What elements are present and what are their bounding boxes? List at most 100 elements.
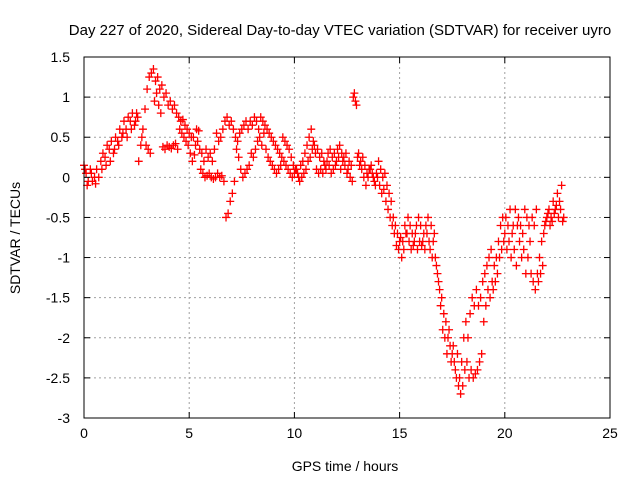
data-point-marker: [231, 133, 240, 142]
data-point-marker: [343, 169, 351, 178]
data-point-marker: [137, 133, 146, 142]
data-point-marker: [289, 161, 298, 170]
data-point-marker: [515, 237, 524, 246]
data-point-marker: [349, 93, 358, 102]
data-point-marker: [489, 285, 498, 294]
data-point-marker: [556, 205, 565, 214]
chart-title: Day 227 of 2020, Sidereal Day-to-day VTE…: [69, 22, 611, 39]
data-point-marker: [245, 161, 254, 170]
data-point-marker: [557, 181, 566, 190]
data-point-marker: [166, 97, 175, 106]
data-point-marker: [326, 145, 335, 154]
data-point-marker: [372, 169, 381, 178]
data-point-marker: [266, 157, 275, 166]
data-point-marker: [336, 165, 345, 174]
data-point-marker: [153, 73, 162, 82]
data-point-marker: [474, 301, 483, 310]
data-point-marker: [101, 153, 110, 162]
data-point-marker: [554, 213, 563, 222]
data-point-marker: [347, 161, 356, 170]
data-point-marker: [301, 165, 310, 174]
data-point-marker: [94, 173, 103, 182]
data-point-marker: [144, 145, 153, 154]
data-point-marker: [251, 145, 260, 154]
data-point-marker: [267, 133, 276, 142]
data-point-marker: [414, 213, 423, 222]
data-point-marker: [278, 133, 287, 142]
data-point-marker: [253, 137, 262, 146]
data-point-marker: [373, 173, 382, 182]
data-point-marker: [300, 149, 309, 158]
data-point-marker: [235, 129, 244, 138]
data-point-marker: [548, 217, 557, 226]
data-point-marker: [417, 241, 426, 250]
data-point-marker: [430, 229, 439, 238]
data-point-marker: [296, 161, 305, 170]
data-point-marker: [318, 169, 327, 178]
data-point-marker: [404, 213, 413, 222]
y-tick-label: -1.5: [46, 290, 70, 306]
x-tick-label: 10: [287, 425, 303, 441]
data-point-marker: [274, 165, 283, 174]
data-point-marker: [212, 129, 221, 138]
data-point-marker: [272, 169, 281, 178]
data-point-marker: [261, 145, 270, 154]
data-point-marker: [151, 77, 160, 86]
data-point-marker: [316, 165, 325, 174]
data-point-marker: [532, 205, 541, 214]
y-tick-label: -0.5: [46, 209, 70, 225]
data-point-marker: [97, 165, 106, 174]
data-point-marker: [173, 145, 182, 154]
data-point-marker: [478, 277, 487, 286]
x-axis-label: GPS time / hours: [292, 458, 399, 474]
data-point-marker: [346, 173, 355, 182]
data-point-marker: [226, 197, 235, 206]
data-point-marker: [500, 229, 509, 238]
data-point-marker: [308, 145, 317, 154]
plot-frame: [83, 56, 611, 419]
data-point-marker: [240, 169, 249, 178]
data-point-marker: [186, 149, 195, 158]
data-point-marker: [199, 157, 208, 166]
data-point-marker: [98, 149, 107, 158]
data-point-marker: [330, 149, 339, 158]
data-point-marker: [284, 165, 293, 174]
data-point-marker: [170, 101, 179, 110]
data-point-marker: [335, 141, 344, 150]
data-point-marker: [546, 221, 555, 230]
data-point-marker: [552, 201, 561, 210]
data-point-marker: [146, 149, 155, 158]
data-point-marker: [520, 205, 529, 214]
x-tick-label: 20: [497, 425, 513, 441]
data-point-marker: [341, 149, 350, 158]
data-point-marker: [390, 229, 399, 238]
data-point-marker: [435, 285, 444, 294]
data-point-marker: [232, 145, 241, 154]
data-point-marker: [374, 157, 383, 166]
data-point-marker: [433, 269, 442, 278]
data-point-marker: [309, 137, 318, 146]
data-point-marker: [243, 165, 252, 174]
data-point-marker: [264, 153, 273, 162]
data-point-marker: [466, 309, 475, 318]
data-point-marker: [131, 117, 140, 126]
data-point-marker: [299, 169, 308, 178]
data-point-marker: [238, 173, 247, 182]
data-point-marker: [377, 189, 386, 198]
data-point-marker: [257, 141, 266, 150]
x-tick-label: 25: [602, 425, 618, 441]
data-point-marker: [522, 213, 531, 222]
data-point-marker: [382, 181, 391, 190]
data-point-marker: [501, 213, 510, 222]
data-point-marker: [305, 133, 314, 142]
data-point-marker: [468, 293, 477, 302]
data-point-marker: [476, 293, 485, 302]
y-tick-label: 0.5: [51, 129, 71, 145]
data-point-marker: [189, 133, 198, 142]
data-point-marker: [402, 229, 411, 238]
data-point-marker: [106, 157, 115, 166]
data-point-marker: [196, 165, 205, 174]
data-point-marker: [109, 149, 118, 158]
